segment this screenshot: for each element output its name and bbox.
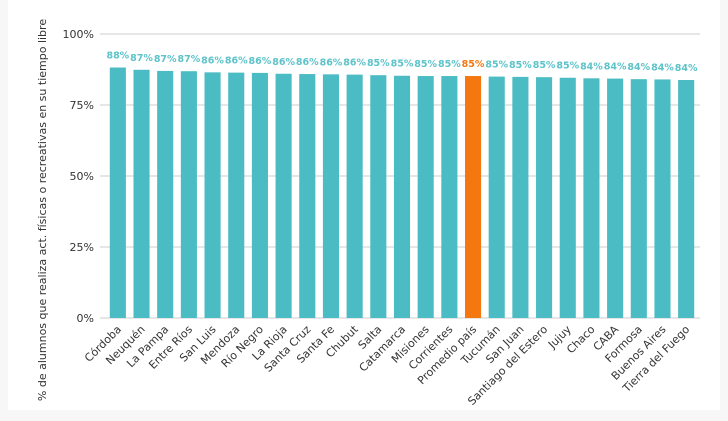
bar <box>180 71 197 318</box>
bar <box>488 76 505 318</box>
bar <box>157 70 174 318</box>
y-tick-label: 100% <box>63 28 94 41</box>
bar <box>654 79 671 318</box>
chart-card: 0% 25% 50% 75% 100% 88% 87% 87% 87% 86% 86% 86% 86%… <box>8 0 720 410</box>
value-label: 85% <box>485 60 508 71</box>
bar-highlight <box>464 76 482 318</box>
value-labels: 88% 87% 87% 87% 86% 86% 86% 86% 86% 86% 86% 85% 85% 8… <box>106 51 698 74</box>
y-axis-ticks: 0% 25% 50% 75% 100% <box>63 28 94 325</box>
bar-chart: 0%25%50%75%100% 88% 87% 87% 87% 86% 86% 86% 86%… <box>36 19 700 408</box>
y-tick-label: 25% <box>70 241 94 254</box>
bar <box>251 72 268 319</box>
value-label: 86% <box>320 57 343 68</box>
bar <box>346 74 363 318</box>
value-label: 86% <box>296 57 319 68</box>
value-label: 88% <box>106 51 129 62</box>
bar <box>583 78 600 318</box>
bar <box>417 76 434 318</box>
bar <box>512 76 529 318</box>
value-label: 84% <box>651 62 674 73</box>
value-label: 85% <box>438 59 461 70</box>
value-label: 85% <box>533 60 556 71</box>
bar <box>393 75 411 318</box>
value-label: 85% <box>556 61 579 72</box>
bar <box>370 75 387 319</box>
y-tick-label: 75% <box>70 99 94 112</box>
y-tick-label: 50% <box>70 170 94 183</box>
value-label: 86% <box>225 56 248 67</box>
value-label: 84% <box>580 61 603 72</box>
bar <box>322 74 340 318</box>
value-label: 84% <box>675 63 698 74</box>
bar <box>536 77 553 318</box>
value-label: 85% <box>367 58 390 69</box>
bar <box>678 80 695 319</box>
value-label: 85% <box>509 60 532 71</box>
value-label: 84% <box>627 62 650 73</box>
bar <box>204 72 221 318</box>
bar <box>275 73 292 318</box>
value-label: 85% <box>414 59 437 70</box>
bar <box>559 77 576 319</box>
bar <box>299 74 316 318</box>
bar <box>228 72 245 319</box>
value-label: 87% <box>178 54 201 65</box>
value-label: 86% <box>272 57 295 68</box>
bar <box>441 76 458 318</box>
bars <box>109 67 695 319</box>
value-label: 87% <box>130 53 153 64</box>
value-label: 85% <box>391 59 414 70</box>
bar <box>109 67 126 319</box>
value-label: 86% <box>343 58 366 69</box>
y-axis-title: % de alumnos que realiza act. físicas o … <box>36 19 49 401</box>
value-label: 85% <box>462 59 485 70</box>
value-label: 86% <box>249 56 272 67</box>
value-label: 84% <box>604 62 627 73</box>
bar <box>630 79 647 318</box>
bar <box>133 69 150 318</box>
bar <box>607 78 624 318</box>
value-label: 86% <box>201 55 224 66</box>
y-tick-label: 0% <box>77 312 94 325</box>
value-label: 87% <box>154 54 177 65</box>
